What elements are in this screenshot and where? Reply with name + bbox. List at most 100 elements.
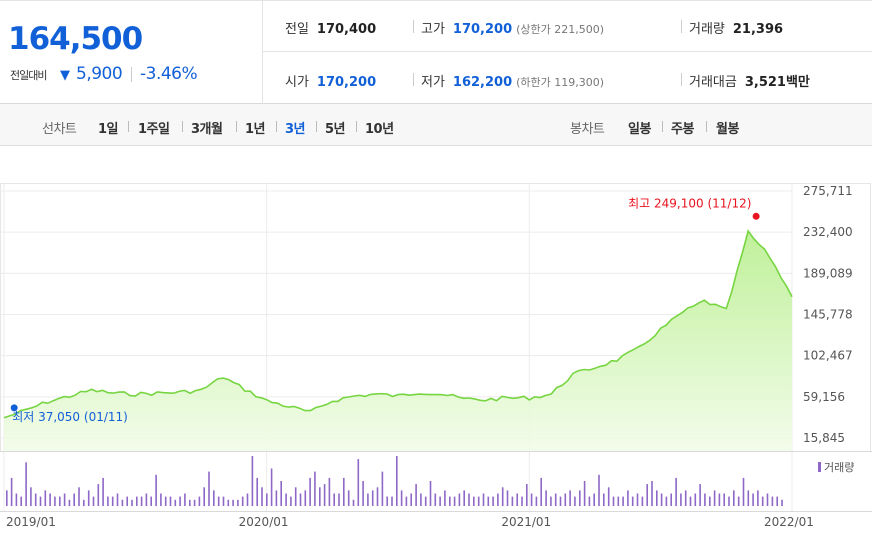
- volume-bar: [627, 490, 629, 506]
- volume-bar: [136, 496, 138, 506]
- volume-bar: [684, 490, 687, 506]
- down-arrow-icon: ▼: [60, 68, 70, 83]
- volume-bar: [680, 493, 682, 506]
- divider: [413, 20, 414, 33]
- high-item: 고가 170,200 (상한가 221,500): [421, 18, 604, 37]
- volume-bar: [656, 490, 658, 506]
- volume-bar: [420, 493, 422, 506]
- volume-bar: [275, 490, 278, 506]
- period-1d[interactable]: 1일: [98, 122, 119, 137]
- volume-bar: [222, 496, 225, 506]
- volume-bar: [371, 490, 374, 506]
- volume-bar: [540, 477, 542, 506]
- volume-bar: [227, 499, 230, 507]
- volume-bar: [338, 493, 340, 506]
- volume-bar: [742, 477, 745, 506]
- volume-bar: [10, 477, 13, 506]
- period-1y[interactable]: 1년: [245, 122, 266, 137]
- period-5y[interactable]: 5년: [325, 122, 346, 137]
- volume-bar: [709, 496, 711, 506]
- volume-bar: [675, 477, 677, 506]
- price-box: 164,500 전일대비 ▼ 5,900 -3.46%: [0, 1, 263, 104]
- volume-bar: [179, 496, 181, 506]
- divider: [356, 121, 357, 132]
- volume-bar: [304, 490, 307, 506]
- low-item: 저가 162,200 (하한가 119,300): [421, 71, 604, 90]
- volume-bar: [521, 496, 523, 506]
- volume-bar: [232, 499, 234, 507]
- volume-bar: [213, 490, 215, 506]
- min-marker: [10, 404, 18, 412]
- volume-bar: [689, 496, 692, 506]
- change-value: 5,900: [76, 64, 123, 84]
- volume-bar: [588, 496, 591, 506]
- volume-bar: [111, 496, 114, 506]
- volume-bar: [458, 493, 461, 506]
- volume-bar: [631, 496, 634, 506]
- volume-bar: [333, 493, 335, 506]
- volume-bar: [376, 487, 379, 507]
- volume-bar: [140, 496, 143, 506]
- change-percent: -3.46%: [140, 64, 198, 84]
- volume-bar: [583, 481, 586, 506]
- high-label: 고가: [421, 22, 445, 37]
- volume-bar: [174, 499, 177, 507]
- volume-bar: [251, 456, 254, 506]
- volume-bar: [49, 493, 51, 506]
- period-weekly[interactable]: 주봉: [671, 122, 694, 137]
- volume-bar: [97, 484, 100, 506]
- current-price: 164,500: [8, 21, 143, 57]
- x-tick-label: 2022/01: [764, 515, 814, 529]
- divider: [128, 121, 129, 132]
- upper-limit: (상한가 221,500): [516, 23, 605, 36]
- period-daily[interactable]: 일봉: [628, 122, 651, 137]
- volume-bar: [280, 481, 282, 506]
- volume-bar: [492, 496, 494, 506]
- volume-bar: [189, 499, 191, 507]
- volume-bar: [203, 487, 205, 507]
- change-label: 전일대비: [10, 69, 47, 82]
- volume-bar: [294, 487, 297, 507]
- volume-bar: [704, 493, 706, 506]
- volume-bar: [241, 496, 244, 506]
- period-3y[interactable]: 3년: [285, 122, 306, 137]
- volume-bar: [713, 490, 716, 506]
- volume-bar: [776, 496, 778, 506]
- volume-bar: [550, 496, 552, 506]
- period-1w[interactable]: 1주일: [138, 122, 170, 137]
- volume-bar: [87, 490, 90, 506]
- volume-bar: [535, 496, 538, 506]
- period-3m[interactable]: 3개월: [191, 122, 223, 137]
- volume-bar: [362, 481, 364, 506]
- divider: [316, 121, 317, 132]
- volume-bar: [391, 496, 393, 506]
- period-10y[interactable]: 10년: [365, 122, 394, 137]
- volume-bar: [102, 477, 104, 506]
- volume-bar: [30, 487, 32, 507]
- volume-bar: [410, 493, 412, 506]
- divider: [182, 121, 183, 132]
- volume-bar: [761, 496, 764, 506]
- volume-bar: [737, 496, 740, 506]
- volume-bar: [468, 493, 470, 506]
- volume-bar: [569, 490, 571, 506]
- volume-bar: [54, 496, 56, 506]
- volume-bar: [261, 487, 263, 507]
- period-monthly[interactable]: 월봉: [716, 122, 739, 137]
- volume-bar: [116, 493, 119, 506]
- volume-bar: [641, 496, 644, 506]
- volume-bar: [131, 499, 133, 507]
- volume-bar: [579, 490, 581, 506]
- volume-bar: [107, 496, 109, 506]
- y-tick-label: 189,089: [803, 266, 853, 280]
- max-marker: [752, 212, 760, 220]
- volume-bar: [670, 493, 672, 506]
- volume-bar: [357, 459, 360, 506]
- volume-bar: [463, 490, 465, 506]
- volume-legend-swatch: [818, 462, 821, 472]
- volume-bar: [554, 493, 557, 506]
- y-tick-label: 15,845: [803, 431, 845, 445]
- volume-bar: [526, 484, 528, 506]
- volume-bar: [694, 493, 697, 506]
